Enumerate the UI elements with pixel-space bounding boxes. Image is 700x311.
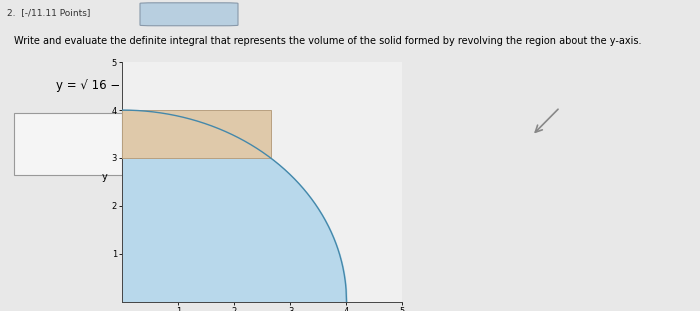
Bar (122, 110, 271, 158)
FancyBboxPatch shape (14, 113, 122, 175)
Text: Write and evaluate the definite integral that represents the volume of the solid: Write and evaluate the definite integral… (14, 36, 641, 46)
Text: y = √ 16 − x²: y = √ 16 − x² (56, 79, 136, 92)
Y-axis label: y: y (102, 172, 108, 182)
FancyBboxPatch shape (140, 3, 238, 26)
Text: 2.  [-/11.11 Points]: 2. [-/11.11 Points] (7, 8, 90, 17)
